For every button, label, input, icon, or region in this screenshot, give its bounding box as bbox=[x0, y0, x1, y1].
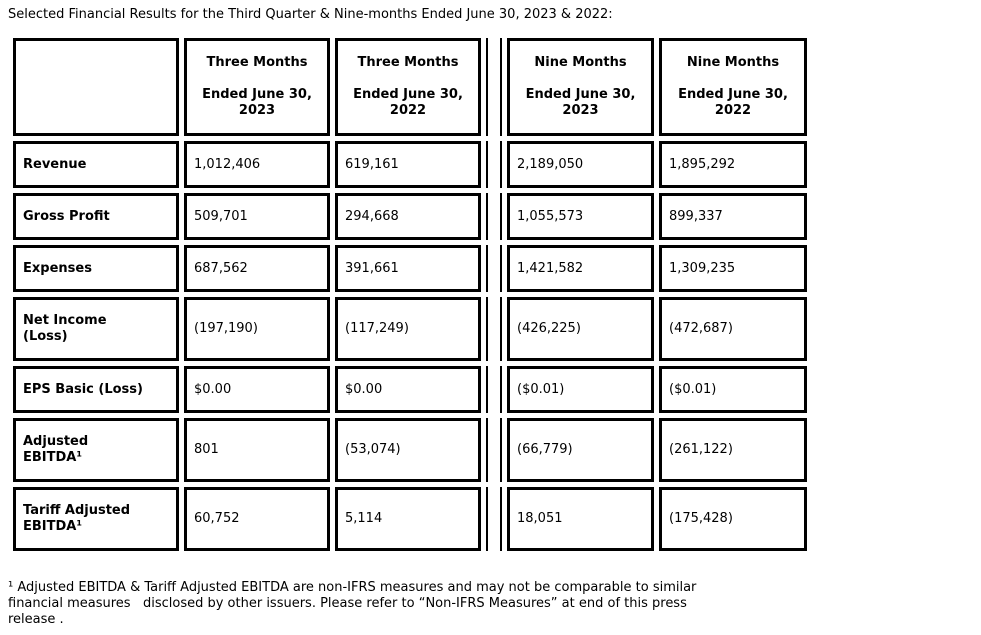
value-revenue-nm2022: 1,895,292 bbox=[659, 141, 807, 188]
column-group-divider bbox=[486, 38, 502, 136]
column-header-nine-months-2022: Nine Months Ended June 30, 2022 bbox=[659, 38, 807, 136]
column-header-three-months-2023: Three Months Ended June 30, 2023 bbox=[184, 38, 330, 136]
column-group-divider bbox=[486, 418, 502, 482]
column-group-divider bbox=[486, 141, 502, 188]
table-row-expenses: Expenses 687,562 391,661 1,421,582 1,309… bbox=[13, 245, 807, 292]
value-net-income-tm2022: (117,249) bbox=[335, 297, 481, 361]
value-net-income-tm2023: (197,190) bbox=[184, 297, 330, 361]
value-net-income-nm2023: (426,225) bbox=[507, 297, 654, 361]
value-adjusted-ebitda-tm2023: 801 bbox=[184, 418, 330, 482]
table-row-tariff-adjusted-ebitda: Tariff Adjusted EBITDA¹ 60,752 5,114 18,… bbox=[13, 487, 807, 551]
value-gross-profit-nm2023: 1,055,573 bbox=[507, 193, 654, 240]
value-gross-profit-tm2022: 294,668 bbox=[335, 193, 481, 240]
row-label-adjusted-ebitda: Adjusted EBITDA¹ bbox=[13, 418, 179, 482]
table-row-eps-basic-loss: EPS Basic (Loss) $0.00 $0.00 ($0.01) ($0… bbox=[13, 366, 807, 413]
column-header-three-months-2022: Three Months Ended June 30, 2022 bbox=[335, 38, 481, 136]
table-row-net-income-loss: Net Income (Loss) (197,190) (117,249) (4… bbox=[13, 297, 807, 361]
column-group-divider bbox=[486, 366, 502, 413]
value-tariff-adjusted-ebitda-nm2023: 18,051 bbox=[507, 487, 654, 551]
header-row: Three Months Ended June 30, 2023 Three M… bbox=[13, 38, 807, 136]
page-title: Selected Financial Results for the Third… bbox=[8, 7, 613, 22]
financial-results-table: Three Months Ended June 30, 2023 Three M… bbox=[8, 33, 812, 556]
column-group-divider bbox=[486, 193, 502, 240]
row-label-eps-basic-loss: EPS Basic (Loss) bbox=[13, 366, 179, 413]
value-eps-tm2023: $0.00 bbox=[184, 366, 330, 413]
row-label-net-income-loss: Net Income (Loss) bbox=[13, 297, 179, 361]
value-eps-nm2023: ($0.01) bbox=[507, 366, 654, 413]
value-gross-profit-tm2023: 509,701 bbox=[184, 193, 330, 240]
table-row-gross-profit: Gross Profit 509,701 294,668 1,055,573 8… bbox=[13, 193, 807, 240]
value-expenses-nm2022: 1,309,235 bbox=[659, 245, 807, 292]
row-label-revenue: Revenue bbox=[13, 141, 179, 188]
column-group-divider bbox=[486, 297, 502, 361]
column-header-nine-months-2023: Nine Months Ended June 30, 2023 bbox=[507, 38, 654, 136]
value-eps-nm2022: ($0.01) bbox=[659, 366, 807, 413]
value-tariff-adjusted-ebitda-tm2023: 60,752 bbox=[184, 487, 330, 551]
table-corner-cell bbox=[13, 38, 179, 136]
column-group-divider bbox=[486, 487, 502, 551]
value-gross-profit-nm2022: 899,337 bbox=[659, 193, 807, 240]
row-label-tariff-adjusted-ebitda: Tariff Adjusted EBITDA¹ bbox=[13, 487, 179, 551]
value-revenue-tm2022: 619,161 bbox=[335, 141, 481, 188]
value-tariff-adjusted-ebitda-nm2022: (175,428) bbox=[659, 487, 807, 551]
table-row-revenue: Revenue 1,012,406 619,161 2,189,050 1,89… bbox=[13, 141, 807, 188]
value-expenses-tm2023: 687,562 bbox=[184, 245, 330, 292]
value-revenue-nm2023: 2,189,050 bbox=[507, 141, 654, 188]
value-adjusted-ebitda-nm2022: (261,122) bbox=[659, 418, 807, 482]
value-adjusted-ebitda-nm2023: (66,779) bbox=[507, 418, 654, 482]
row-label-expenses: Expenses bbox=[13, 245, 179, 292]
value-adjusted-ebitda-tm2022: (53,074) bbox=[335, 418, 481, 482]
value-eps-tm2022: $0.00 bbox=[335, 366, 481, 413]
value-revenue-tm2023: 1,012,406 bbox=[184, 141, 330, 188]
value-tariff-adjusted-ebitda-tm2022: 5,114 bbox=[335, 487, 481, 551]
row-label-gross-profit: Gross Profit bbox=[13, 193, 179, 240]
table-row-adjusted-ebitda: Adjusted EBITDA¹ 801 (53,074) (66,779) (… bbox=[13, 418, 807, 482]
value-expenses-tm2022: 391,661 bbox=[335, 245, 481, 292]
value-net-income-nm2022: (472,687) bbox=[659, 297, 807, 361]
footnote: ¹ Adjusted EBITDA & Tariff Adjusted EBIT… bbox=[8, 580, 697, 627]
column-group-divider bbox=[486, 245, 502, 292]
value-expenses-nm2023: 1,421,582 bbox=[507, 245, 654, 292]
